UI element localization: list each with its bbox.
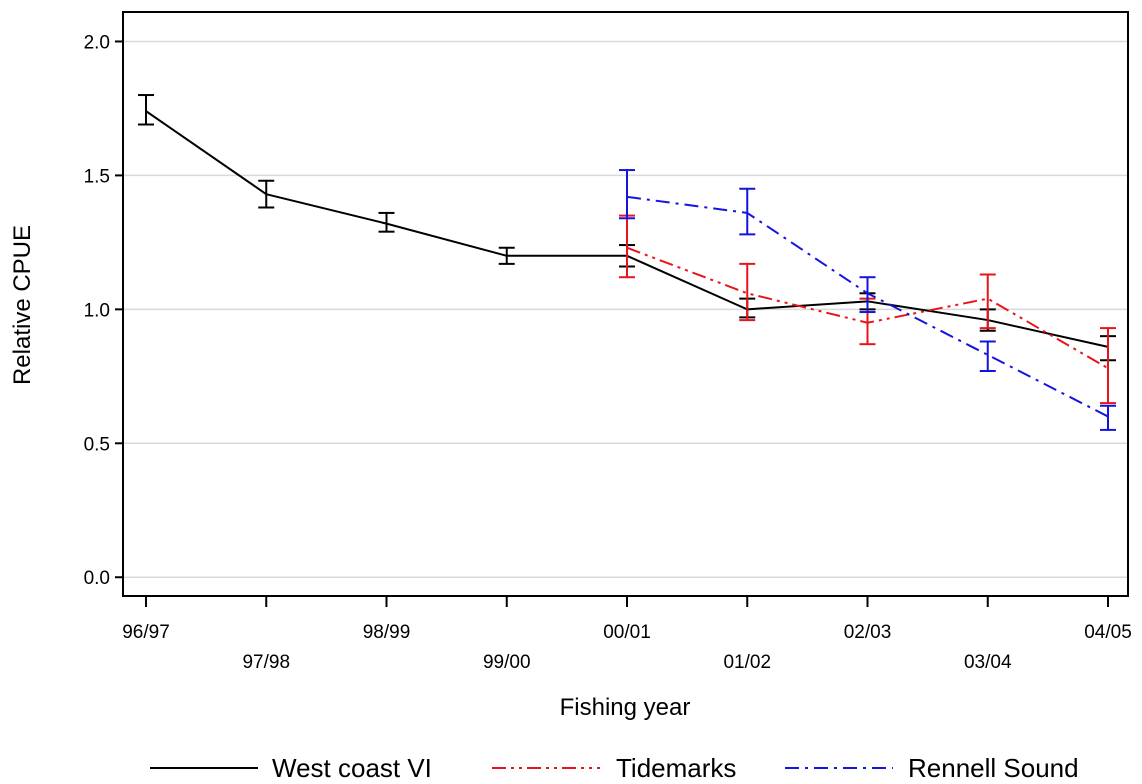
x-tick-label: 01/02 — [723, 652, 771, 673]
error-bar — [498, 246, 515, 265]
error-bar — [138, 94, 154, 126]
error-bar — [739, 187, 756, 236]
error-bar — [619, 169, 635, 220]
series-lines — [138, 94, 1116, 431]
y-tick-label: 0.5 — [84, 434, 110, 455]
error-bar — [739, 262, 756, 322]
error-bar — [859, 276, 876, 314]
x-tick-label: 02/03 — [844, 622, 892, 643]
error-bar — [979, 273, 996, 330]
error-bar — [258, 179, 275, 209]
legend-item: Tidemarks — [492, 753, 736, 783]
plot-frame — [122, 11, 1129, 597]
x-tick-label: 97/98 — [242, 652, 290, 673]
error-bar — [1100, 404, 1116, 431]
x-tick-label: 00/01 — [603, 622, 651, 643]
legend-label: Tidemarks — [616, 753, 736, 783]
legend: West coast VI Tidemarks Rennell Sound — [150, 753, 1079, 783]
legend-label: Rennell Sound — [908, 753, 1079, 783]
y-tick-label: 1.5 — [84, 166, 110, 187]
y-axis-title: Relative CPUE — [9, 225, 36, 385]
legend-label: West coast VI — [272, 753, 432, 783]
y-axis-ticks: 0.0 0.5 1.0 1.5 2.0 — [84, 32, 123, 589]
error-bar — [619, 214, 635, 279]
x-tick-label: 04/05 — [1084, 622, 1132, 643]
legend-item: Rennell Sound — [785, 753, 1079, 783]
y-tick-label: 1.0 — [84, 300, 110, 321]
x-axis-title: Fishing year — [560, 694, 691, 721]
x-axis-ticks: 96/97 97/98 98/99 99/00 00/01 01/02 02/03 03/04… — [122, 596, 1132, 673]
legend-item: West coast VI — [150, 753, 432, 783]
error-bar — [378, 211, 395, 233]
error-bar — [1100, 327, 1116, 405]
x-tick-label: 99/00 — [483, 652, 531, 673]
series-2 — [619, 169, 1116, 431]
y-tick-label: 2.0 — [84, 32, 110, 53]
x-tick-label: 96/97 — [122, 622, 170, 643]
error-bar — [979, 340, 996, 372]
x-tick-label: 03/04 — [964, 652, 1012, 673]
gridlines — [123, 40, 1128, 578]
y-tick-label: 0.0 — [84, 568, 110, 589]
x-tick-label: 98/99 — [363, 622, 411, 643]
